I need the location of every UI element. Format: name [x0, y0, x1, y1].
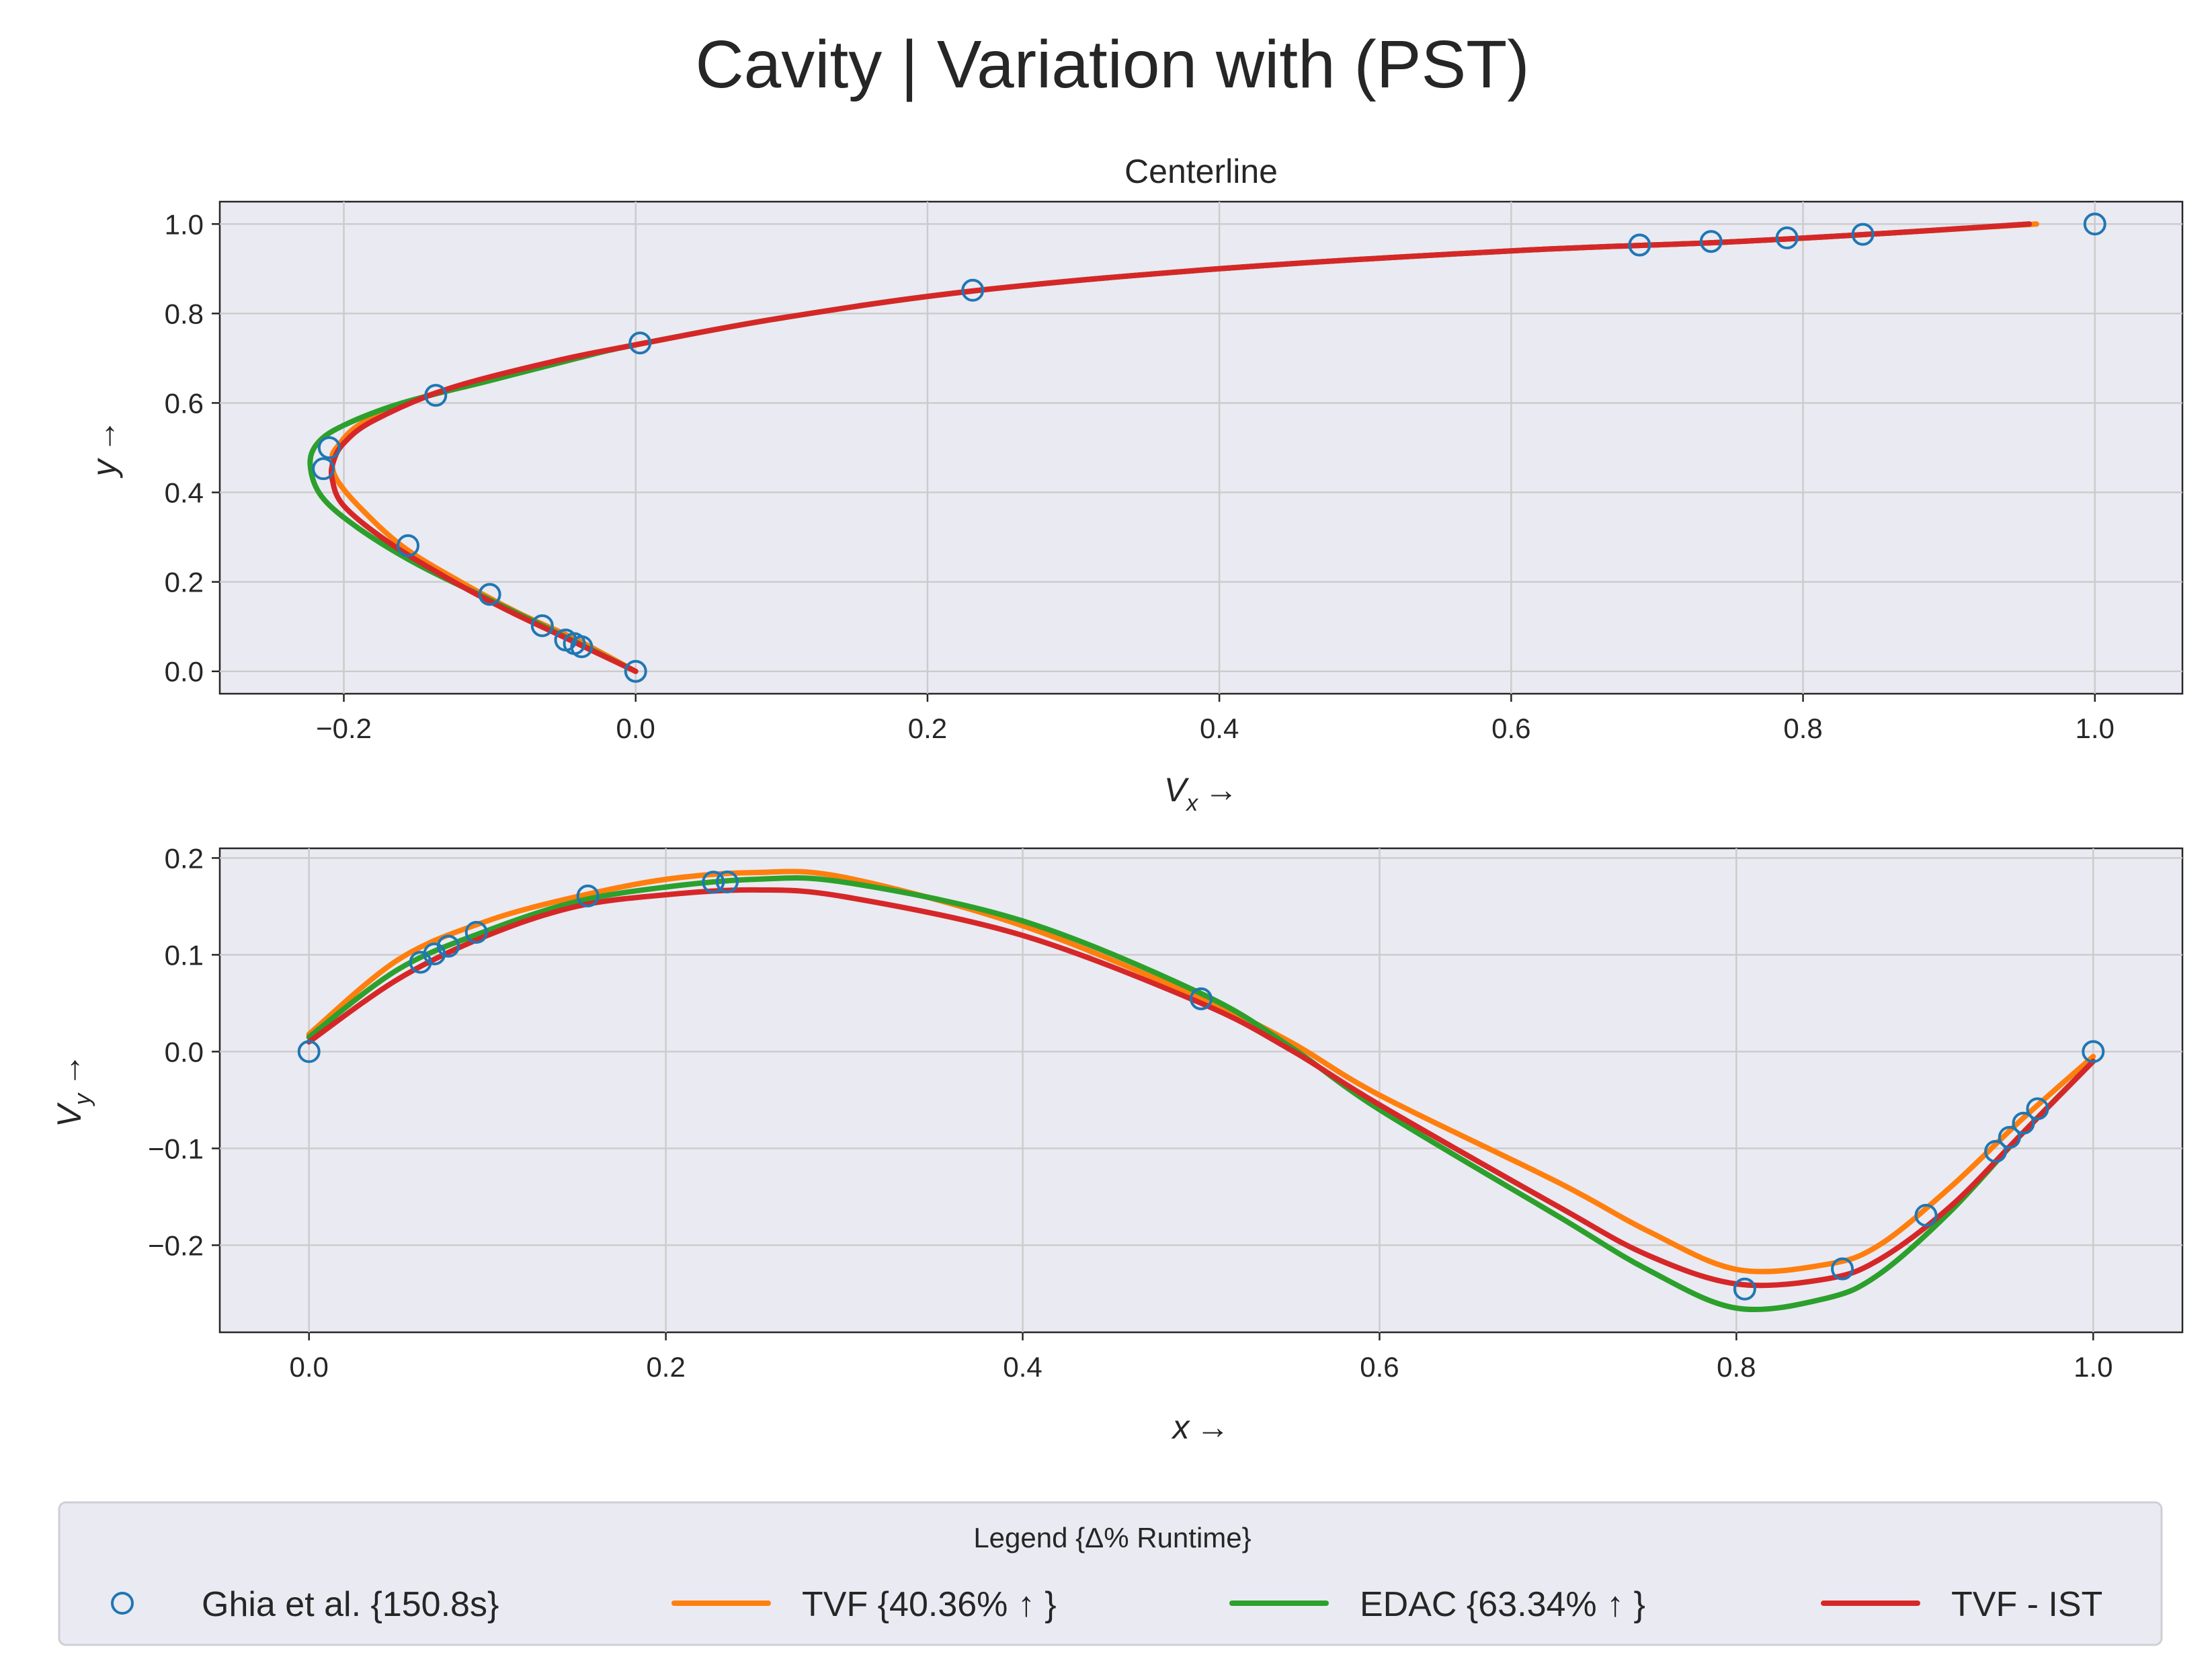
legend-label-tvf: TVF {40.36% ↑ }: [802, 1585, 1057, 1624]
data-point-ghia-top-6: [397, 534, 420, 557]
plot-area-bottom: [218, 847, 2184, 1334]
data-point-ghia-top-3: [554, 629, 577, 652]
data-point-ghia-top-7: [317, 436, 341, 459]
legend-entry-tvf: TVF {40.36% ↑ }: [671, 1585, 1057, 1624]
data-point-ghia-bottom-5: [576, 884, 600, 907]
ylabel-top: y→: [85, 419, 123, 479]
xtick-label-bottom-2: 0.4: [1003, 1351, 1042, 1383]
ytick-label-bottom-4: 0.2: [165, 842, 204, 874]
ytick-label-top-3: 0.6: [165, 387, 204, 419]
legend-marker-ghia: [111, 1592, 134, 1615]
data-point-ghia-top-12: [1628, 233, 1651, 257]
legend-title: Legend {Δ% Runtime}: [973, 1522, 1251, 1553]
ytick-label-bottom-2: 0.0: [165, 1036, 204, 1067]
xtick-label-top-5: 0.8: [1783, 713, 1822, 744]
xtick-label-bottom-4: 0.8: [1717, 1351, 1756, 1383]
xlabel-bottom-main: x: [1172, 1408, 1191, 1446]
data-point-ghia-bottom-11: [1914, 1203, 1938, 1227]
xtick-label-top-3: 0.4: [1200, 713, 1239, 744]
data-point-ghia-bottom-6: [702, 871, 725, 894]
xlabel-top-main: V: [1164, 771, 1190, 809]
series-line-edac-bottom: [306, 875, 2096, 1313]
legend: Legend {Δ% Runtime} Ghia et al. {150.8s}…: [58, 1501, 2163, 1646]
xtick-label-bottom-1: 0.2: [646, 1351, 685, 1383]
data-point-ghia-top-0: [624, 659, 647, 683]
ytick-label-top-0: 0.0: [165, 656, 204, 688]
data-point-ghia-bottom-13: [1998, 1125, 2021, 1149]
legend-label-ghia: Ghia et al. {150.8s}: [202, 1585, 499, 1624]
data-point-ghia-top-16: [2083, 212, 2106, 236]
data-point-ghia-bottom-3: [437, 934, 460, 958]
data-point-ghia-top-11: [961, 278, 985, 302]
ylabel-bottom-arrow: →: [50, 1053, 88, 1087]
ytick-label-top-2: 0.4: [165, 477, 204, 509]
xtick-label-top-2: 0.2: [908, 713, 947, 744]
ytick-label-top-4: 0.8: [165, 298, 204, 329]
legend-entry-tvf-ist: TVF - IST: [1821, 1585, 2102, 1624]
data-point-ghia-top-9: [424, 384, 448, 407]
legend-entry-ghia: Ghia et al. {150.8s}: [111, 1585, 499, 1624]
data-point-ghia-bottom-12: [1984, 1139, 2008, 1163]
ytick-label-bottom-0: −0.2: [148, 1229, 204, 1261]
xtick-label-top-4: 0.6: [1491, 713, 1530, 744]
series-line-tvf-ist-bottom: [306, 887, 2096, 1289]
data-point-ghia-bottom-2: [423, 942, 446, 966]
xtick-label-top-1: 0.0: [616, 713, 655, 744]
series-top: [307, 212, 2106, 683]
legend-box: [58, 1501, 2163, 1646]
data-point-ghia-bottom-10: [1831, 1257, 1854, 1281]
xtick-label-top-6: 1.0: [2076, 713, 2115, 744]
xtick-label-bottom-5: 1.0: [2074, 1351, 2113, 1383]
plot-area-top: [218, 200, 2184, 695]
xlabel-bottom-arrow: →: [1196, 1408, 1230, 1446]
ytick-label-top-1: 0.2: [165, 567, 204, 598]
legend-entry-edac: EDAC {63.34% ↑ }: [1229, 1585, 1645, 1624]
subplot-centerline-vy: 0.0 0.2 0.4 0.6 0.8 1.0−0.2−0.10.00.10.2 x → V…: [50, 842, 2184, 1446]
ylabel-bottom-sub: y: [70, 1092, 95, 1106]
series-bottom: [297, 868, 2105, 1313]
ytick-label-bottom-3: 0.1: [165, 939, 204, 971]
ytick-label-top-5: 1.0: [165, 208, 204, 240]
xtick-label-top-0: −0.2: [316, 713, 372, 744]
ticks-top: −0.2 0.0 0.2 0.4 0.6 0.8 1.0 0.0 0.2 0.4 0.6 0.8 1.0: [165, 208, 2115, 744]
xlabel-top-arrow: →: [1204, 771, 1238, 809]
xtick-label-bottom-3: 0.6: [1360, 1351, 1399, 1383]
subplot-centerline-vx: −0.2 0.0 0.2 0.4 0.6 0.8 1.0 0.0 0.2 0.4 0.6 0.8 1.0…: [85, 153, 2184, 816]
data-point-ghia-bottom-8: [1190, 987, 1213, 1010]
legend-label-tvf-ist: TVF - IST: [1951, 1585, 2102, 1624]
grid-top: [220, 202, 2182, 694]
data-point-ghia-bottom-14: [2012, 1111, 2035, 1135]
data-point-ghia-bottom-15: [2026, 1097, 2049, 1121]
ytick-label-bottom-1: −0.1: [148, 1133, 204, 1164]
data-point-ghia-top-14: [1775, 226, 1799, 249]
xlabel-top: Vx →: [1164, 771, 1238, 816]
xtick-label-bottom-0: 0.0: [290, 1351, 329, 1383]
data-point-ghia-bottom-0: [297, 1040, 321, 1063]
data-point-ghia-bottom-9: [1733, 1277, 1756, 1301]
series-line-tvf-ist-top: [328, 221, 2032, 674]
data-point-ghia-top-4: [530, 614, 554, 637]
data-point-ghia-top-5: [478, 583, 501, 606]
ticks-bottom: 0.0 0.2 0.4 0.6 0.8 1.0 −0.2 −0.1 0.0 0.1 0.2: [148, 842, 2113, 1383]
data-point-ghia-top-8: [312, 457, 335, 481]
data-point-ghia-bottom-4: [464, 920, 488, 944]
grid-bottom: [220, 848, 2182, 1332]
figure-title: Cavity | Variation with (PST): [695, 27, 1529, 102]
data-point-ghia-top-15: [1851, 222, 1875, 246]
ylabel-top-arrow: →: [85, 419, 123, 453]
xlabel-top-sub: x: [1185, 791, 1198, 816]
data-point-ghia-top-10: [628, 331, 652, 355]
ylabel-bottom: Vy →: [50, 1053, 95, 1127]
subplot-title-top: Centerline: [1124, 153, 1278, 190]
data-point-ghia-top-13: [1699, 230, 1723, 253]
data-point-ghia-bottom-16: [2082, 1040, 2105, 1063]
xlabel-bottom: x →: [1172, 1408, 1230, 1446]
legend-label-edac: EDAC {63.34% ↑ }: [1360, 1585, 1645, 1624]
ylabel-top-main: y: [85, 458, 123, 479]
ylabel-bottom-main: V: [50, 1102, 88, 1127]
data-point-ghia-bottom-7: [715, 870, 739, 893]
